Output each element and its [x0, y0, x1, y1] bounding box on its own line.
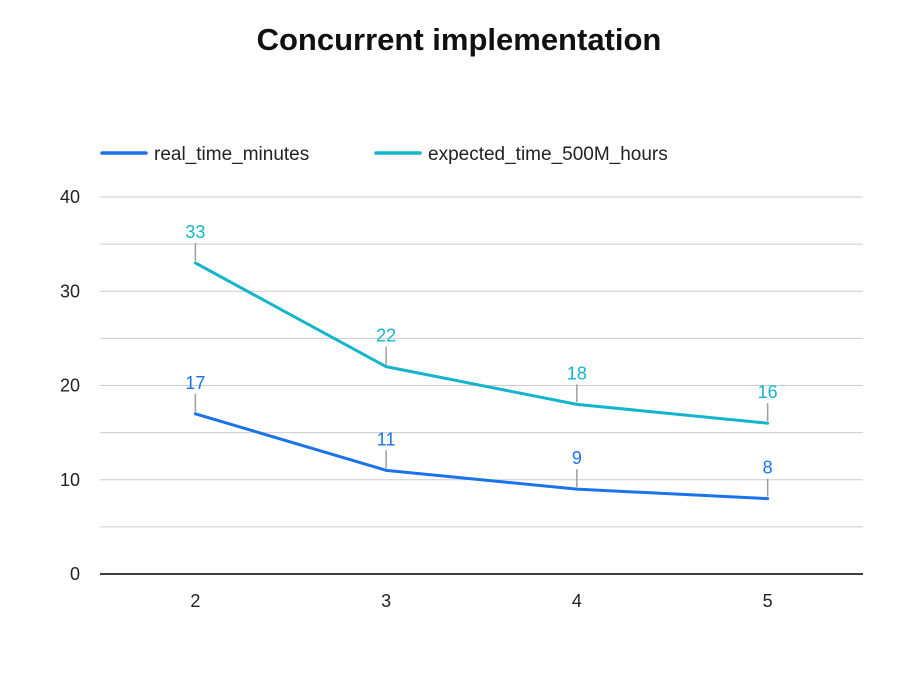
data-label: 22 [376, 326, 396, 346]
data-label: 18 [567, 363, 587, 383]
axes: 0 10 20 30 40 2 3 4 5 [60, 187, 863, 611]
x-tick-label: 3 [381, 591, 391, 611]
data-label: 8 [763, 458, 773, 478]
x-tick-label: 4 [572, 591, 582, 611]
data-label: 33 [185, 222, 205, 242]
data-label: 11 [377, 429, 396, 449]
y-tick-label: 30 [60, 281, 80, 301]
series-line [193, 412, 770, 501]
y-tick-label: 0 [70, 564, 80, 584]
chart-title: Concurrent implementation [256, 22, 662, 57]
series-line [193, 261, 770, 425]
data-label: 16 [758, 382, 778, 402]
series [193, 261, 770, 501]
x-tick-label: 5 [763, 591, 773, 611]
y-tick-label: 20 [60, 376, 80, 396]
data-label: 17 [185, 373, 205, 393]
x-tick-label: 2 [190, 591, 200, 611]
legend: real_time_minutes expected_time_500M_hour… [100, 144, 668, 165]
grid-lines [100, 196, 863, 528]
legend-label: expected_time_500M_hours [428, 144, 668, 165]
y-tick-label: 40 [60, 187, 80, 207]
legend-label: real_time_minutes [154, 144, 309, 165]
data-label: 9 [572, 448, 582, 468]
data-labels: 17 11 9 8 33 22 18 16 [185, 222, 778, 497]
y-tick-label: 10 [60, 470, 80, 490]
